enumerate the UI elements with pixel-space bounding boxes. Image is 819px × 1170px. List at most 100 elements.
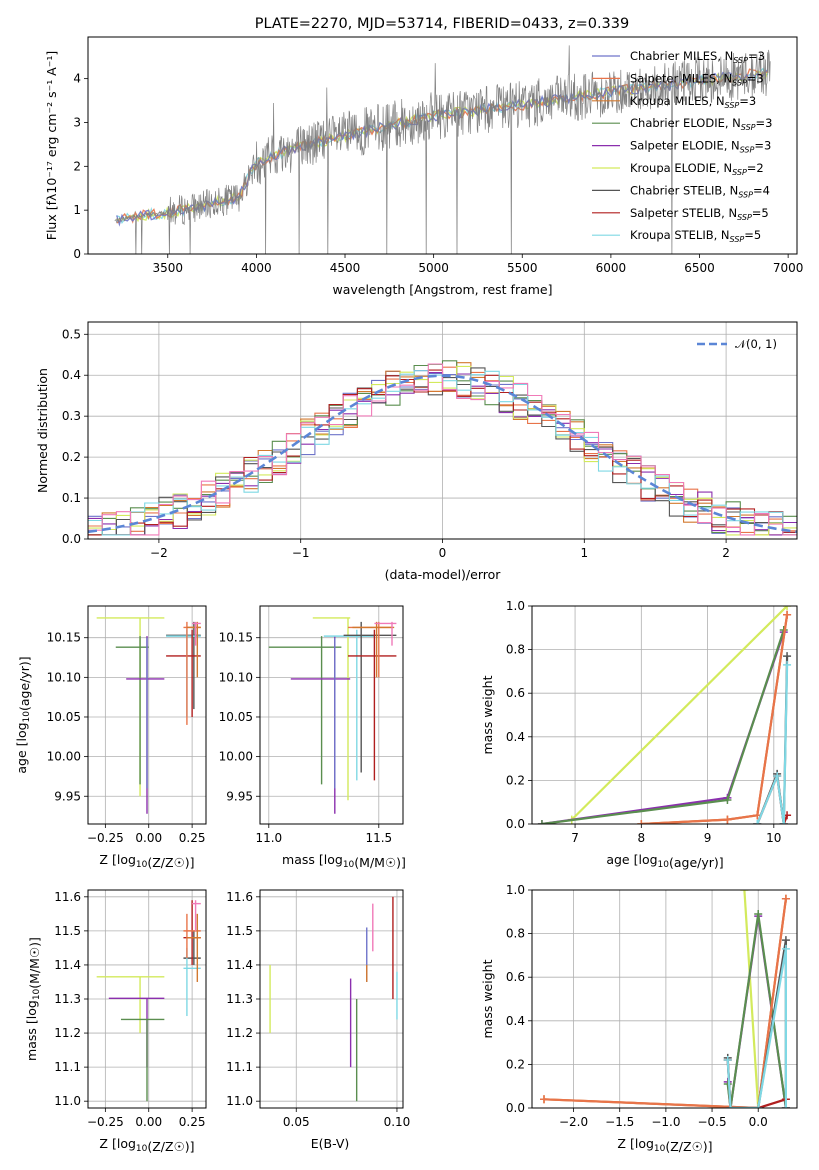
x-tick-label: 11.5: [365, 831, 392, 845]
x-tick-label: 0.00: [135, 831, 162, 845]
label-part: Z [: [99, 1136, 116, 1151]
label-part: ⁻¹: [44, 56, 59, 68]
y-tick-label: 1.0: [506, 599, 525, 613]
y-axis-label: Normed distribution: [35, 368, 50, 493]
label-part: erg cm: [44, 114, 59, 162]
x-tick-label: −0.5: [697, 1115, 726, 1129]
plot-area: [96, 617, 201, 814]
legend-label-text: =3: [748, 49, 765, 63]
label-part: log: [117, 1136, 136, 1151]
legend-label: Salpeter MILES, NSSP=3: [630, 71, 764, 87]
label-part: ]: [44, 51, 59, 56]
x-tick-label: 6000: [596, 261, 627, 275]
legend-label-text: =5: [744, 228, 761, 242]
label-part: ⁻²: [44, 102, 59, 114]
axes-frame: [259, 889, 404, 1109]
legend-label-text: Kroupa MILES, N: [630, 94, 725, 108]
axes-frame: [87, 889, 207, 1109]
legend-label-text: Chabrier ELODIE, N: [630, 116, 741, 130]
label-part: ⁻¹⁷: [44, 161, 59, 178]
panel-residuals: −2 −1 0 1 2 0.0 0.1 0.2 0.3 0.4 0.5 𝒩(0, 1) (data-mo…: [35, 321, 798, 582]
plot-area: [537, 606, 792, 824]
legend-label-text: Salpeter MILES, N: [630, 71, 732, 85]
y-tick-label: 11.3: [226, 992, 253, 1006]
label-part: log: [24, 1000, 39, 1019]
legend-label-text: =3: [747, 71, 764, 85]
plot-area: [114, 45, 771, 254]
y-tick-label: 10.05: [47, 710, 81, 724]
y-tick-label: 10.00: [47, 750, 81, 764]
y-axis-label: age [log10(age/yr)]: [14, 656, 32, 773]
x-tick-label: 0.05: [283, 1115, 310, 1129]
x-tick-label: 3500: [152, 261, 183, 275]
label-part: (Z/Z: [147, 1139, 173, 1154]
y-tick-label: 3: [73, 115, 81, 129]
legend-label-text: Salpeter STELIB, N: [630, 206, 737, 220]
y-axis-label: mass [log10(M/M☉)]: [24, 937, 42, 1061]
x-axis-label: wavelength [Angstrom, rest frame]: [332, 282, 552, 297]
y-tick-label: 0.2: [506, 773, 525, 787]
label-part: ☉: [385, 855, 396, 870]
weight-series-marker: [740, 890, 749, 894]
legend-label-subscript: SSP: [732, 78, 747, 87]
y-axis-label: mass weight: [480, 959, 495, 1038]
weight-series-line: [756, 664, 789, 824]
weight-series-line: [571, 606, 788, 821]
x-tick-label: 0.0: [749, 1115, 768, 1129]
label-part: )]: [185, 855, 195, 870]
normal-curve: [88, 374, 797, 534]
legend-label-subscript: SSP: [733, 56, 748, 65]
weight-series-line: [541, 629, 785, 824]
x-tick-label: 6500: [684, 261, 715, 275]
legend-label: Chabrier MILES, NSSP=3: [630, 49, 765, 65]
weight-series-marker: [726, 1104, 735, 1108]
label-subscript: 10: [32, 988, 42, 1000]
weight-series-marker: [781, 936, 790, 945]
label-part: age [: [606, 852, 638, 867]
legend-label: Kroupa MILES, NSSP=3: [630, 94, 756, 110]
legend-label-subscript: SSP: [737, 213, 752, 222]
y-tick-label: 11.4: [54, 958, 81, 972]
label-part: (M/M: [354, 855, 385, 870]
legend-label-text: =3: [754, 139, 771, 153]
legend-label-text: Chabrier STELIB, N: [630, 183, 738, 197]
x-tick-label: −0.25: [87, 1115, 124, 1129]
panel-age_vs_Z: −0.25 0.00 0.25 9.95 10.00 10.05 10.10 10.15 Z […: [14, 605, 207, 870]
weight-series-marker: [783, 606, 792, 610]
weight-series-line: [756, 656, 789, 824]
y-tick-label: 0.4: [62, 368, 81, 382]
y-tick-label: 10.00: [219, 750, 253, 764]
y-tick-label: 10.15: [47, 631, 81, 645]
weight-series-marker: [779, 820, 788, 824]
legend-label-text: =5: [752, 206, 769, 220]
weight-series-line: [641, 614, 789, 824]
weight-series-marker: [754, 909, 763, 918]
legend-label: Salpeter ELODIE, NSSP=3: [630, 139, 771, 155]
plot-area: [88, 360, 797, 536]
y-tick-label: 11.4: [226, 958, 253, 972]
axes-frame: [531, 605, 798, 825]
legend-label: Kroupa STELIB, NSSP=5: [630, 228, 761, 244]
label-part: s: [44, 91, 59, 102]
axes-frame: [87, 321, 798, 540]
label-part: ☉: [692, 1139, 703, 1154]
legend-label-subscript: SSP: [732, 168, 747, 177]
weight-series-marker: [537, 820, 546, 824]
y-tick-label: 10.15: [219, 631, 253, 645]
y-tick-label: 9.95: [54, 789, 81, 803]
y-tick-label: 11.6: [226, 890, 253, 904]
panel-spectrum: 3500 4000 4500 5000 5500 6000 6500 7000 0 1 2 3 4 wav…: [44, 36, 803, 297]
weight-series-marker: [781, 894, 790, 903]
plot-area: [269, 896, 398, 1102]
x-tick-label: 5500: [507, 261, 538, 275]
label-part: (M/M: [27, 958, 42, 989]
legend-label-text: =3: [739, 94, 756, 108]
y-tick-label: 11.6: [54, 890, 81, 904]
label-part: log: [324, 852, 343, 867]
legend-label-text: =3: [756, 116, 773, 130]
legend-label-subscript: SSP: [730, 235, 745, 244]
weight-series-line: [543, 898, 787, 1108]
x-axis-label: E(B-V): [311, 1136, 350, 1151]
